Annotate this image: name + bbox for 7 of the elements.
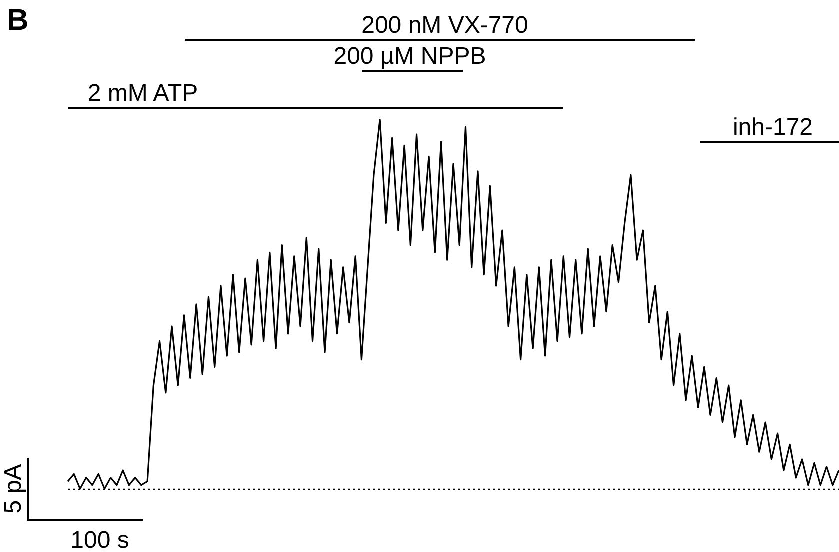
text: 2 mM ATP [88, 80, 198, 107]
text: B [7, 4, 29, 37]
annotation: inh-172 [732, 114, 814, 141]
text: 200 µM NPPB [334, 43, 486, 70]
text: 5 pA [0, 464, 27, 514]
text: 100 s [70, 527, 130, 552]
text: 200 nM VX-770 [362, 12, 528, 39]
